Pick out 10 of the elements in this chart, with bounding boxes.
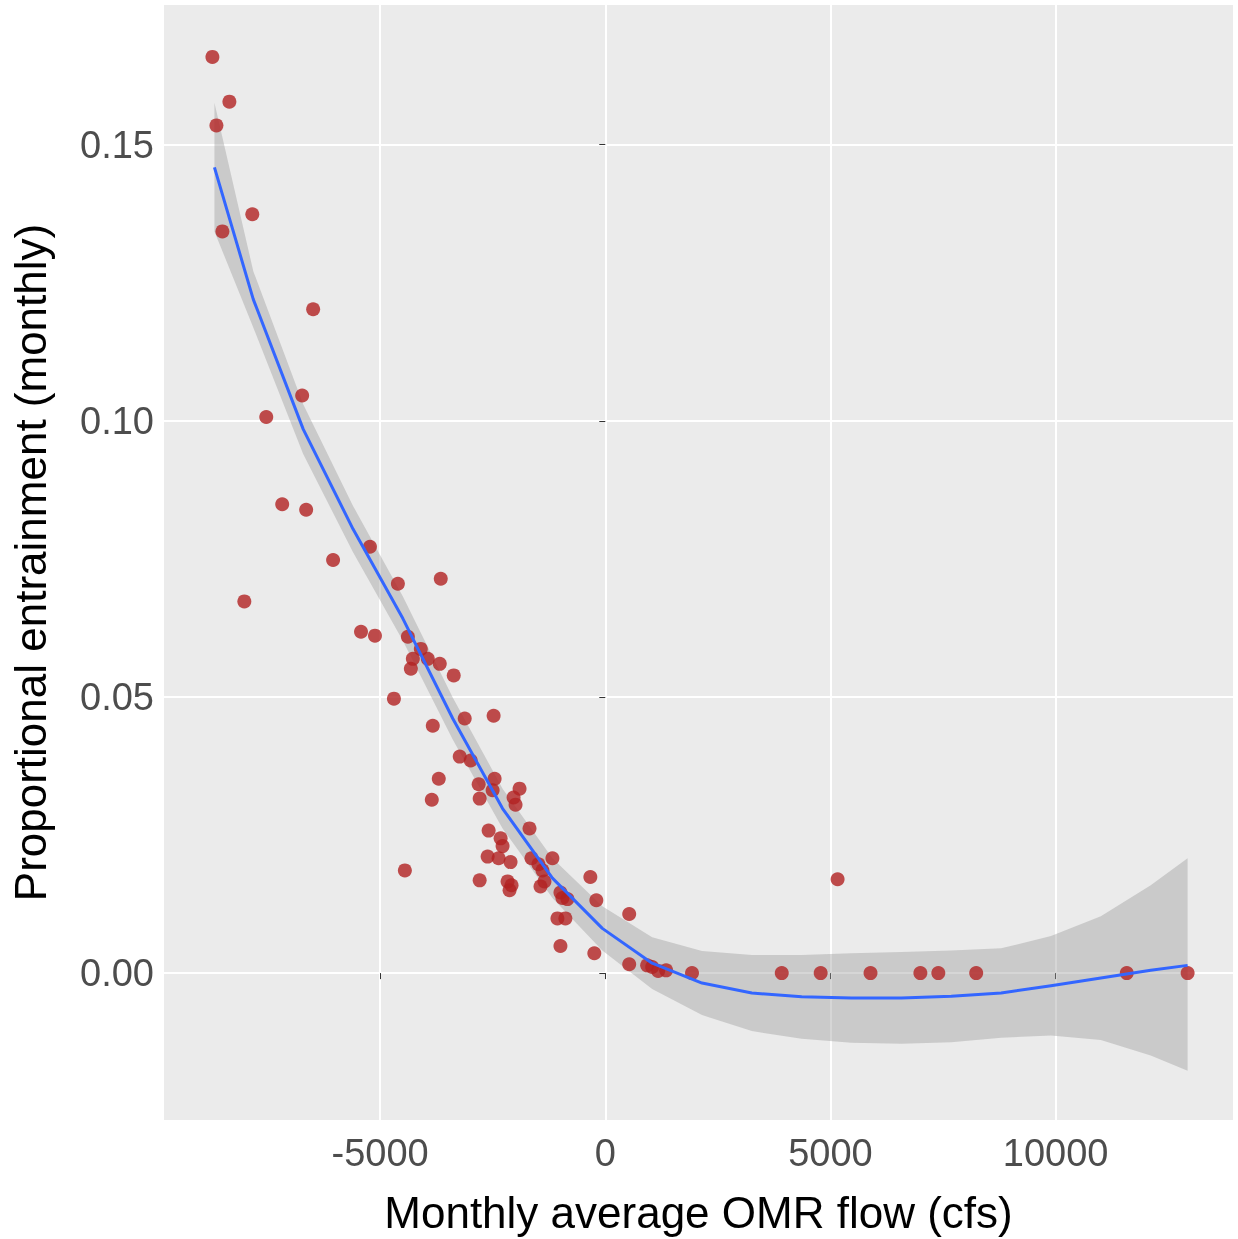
y-axis-title: Proportional entrainment (monthly) (5, 223, 55, 902)
y-tick-label: 0.00 (80, 952, 154, 995)
y-tick-label: 0.15 (80, 123, 154, 166)
y-tick-label: 0.05 (80, 675, 154, 718)
x-tick-label: 0 (594, 1132, 616, 1174)
y-tick-label: 0.10 (80, 399, 154, 442)
x-tick-label: 5000 (788, 1132, 873, 1174)
x-tick-label: -5000 (331, 1132, 429, 1174)
x-axis-title: Monthly average OMR flow (cfs) (384, 1187, 1013, 1237)
x-tick-label: 10000 (1002, 1132, 1109, 1174)
